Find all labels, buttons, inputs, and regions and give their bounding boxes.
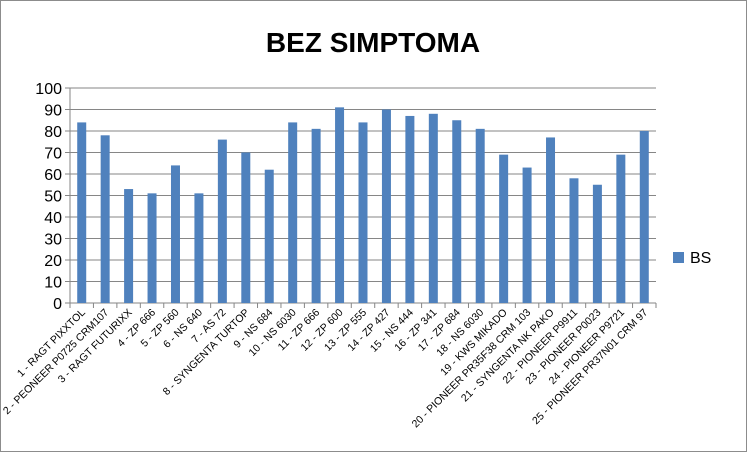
y-tick-label: 50	[44, 189, 62, 206]
bar	[147, 193, 157, 303]
y-tick-label: 60	[44, 167, 62, 184]
y-tick-label: 70	[44, 146, 62, 163]
bar	[100, 135, 110, 303]
legend-swatch	[673, 252, 684, 263]
bar	[358, 122, 368, 304]
y-tick-label: 10	[44, 275, 62, 292]
bar	[592, 184, 602, 303]
bar	[499, 154, 509, 303]
bar	[428, 113, 438, 303]
bar	[475, 128, 485, 303]
y-tick-label: 80	[44, 124, 62, 141]
bar	[335, 107, 345, 303]
bar	[194, 193, 204, 303]
bar	[311, 128, 321, 303]
y-tick-label: 90	[44, 103, 62, 120]
y-tick-label: 0	[53, 296, 62, 313]
bar	[288, 122, 298, 304]
bar	[546, 137, 556, 303]
bar	[405, 115, 415, 303]
bar	[170, 165, 180, 303]
bar	[639, 131, 649, 303]
y-tick-label: 40	[44, 210, 62, 227]
bar	[569, 178, 579, 303]
bar	[77, 122, 87, 304]
bar	[452, 120, 462, 303]
chart-title: BEZ SIMPTOMA	[266, 27, 480, 58]
legend-label: BS	[690, 250, 711, 267]
bar	[264, 169, 274, 303]
y-tick-label: 30	[44, 232, 62, 249]
y-tick-label: 100	[35, 81, 62, 98]
bar	[241, 152, 251, 303]
bar	[616, 154, 626, 303]
bar	[522, 167, 532, 303]
bar	[124, 189, 134, 303]
bar	[217, 139, 227, 303]
x-tick-label: 2 - PEONEER P0725 CRM107	[1, 307, 112, 418]
bar	[381, 109, 391, 303]
y-tick-label: 20	[44, 253, 62, 270]
